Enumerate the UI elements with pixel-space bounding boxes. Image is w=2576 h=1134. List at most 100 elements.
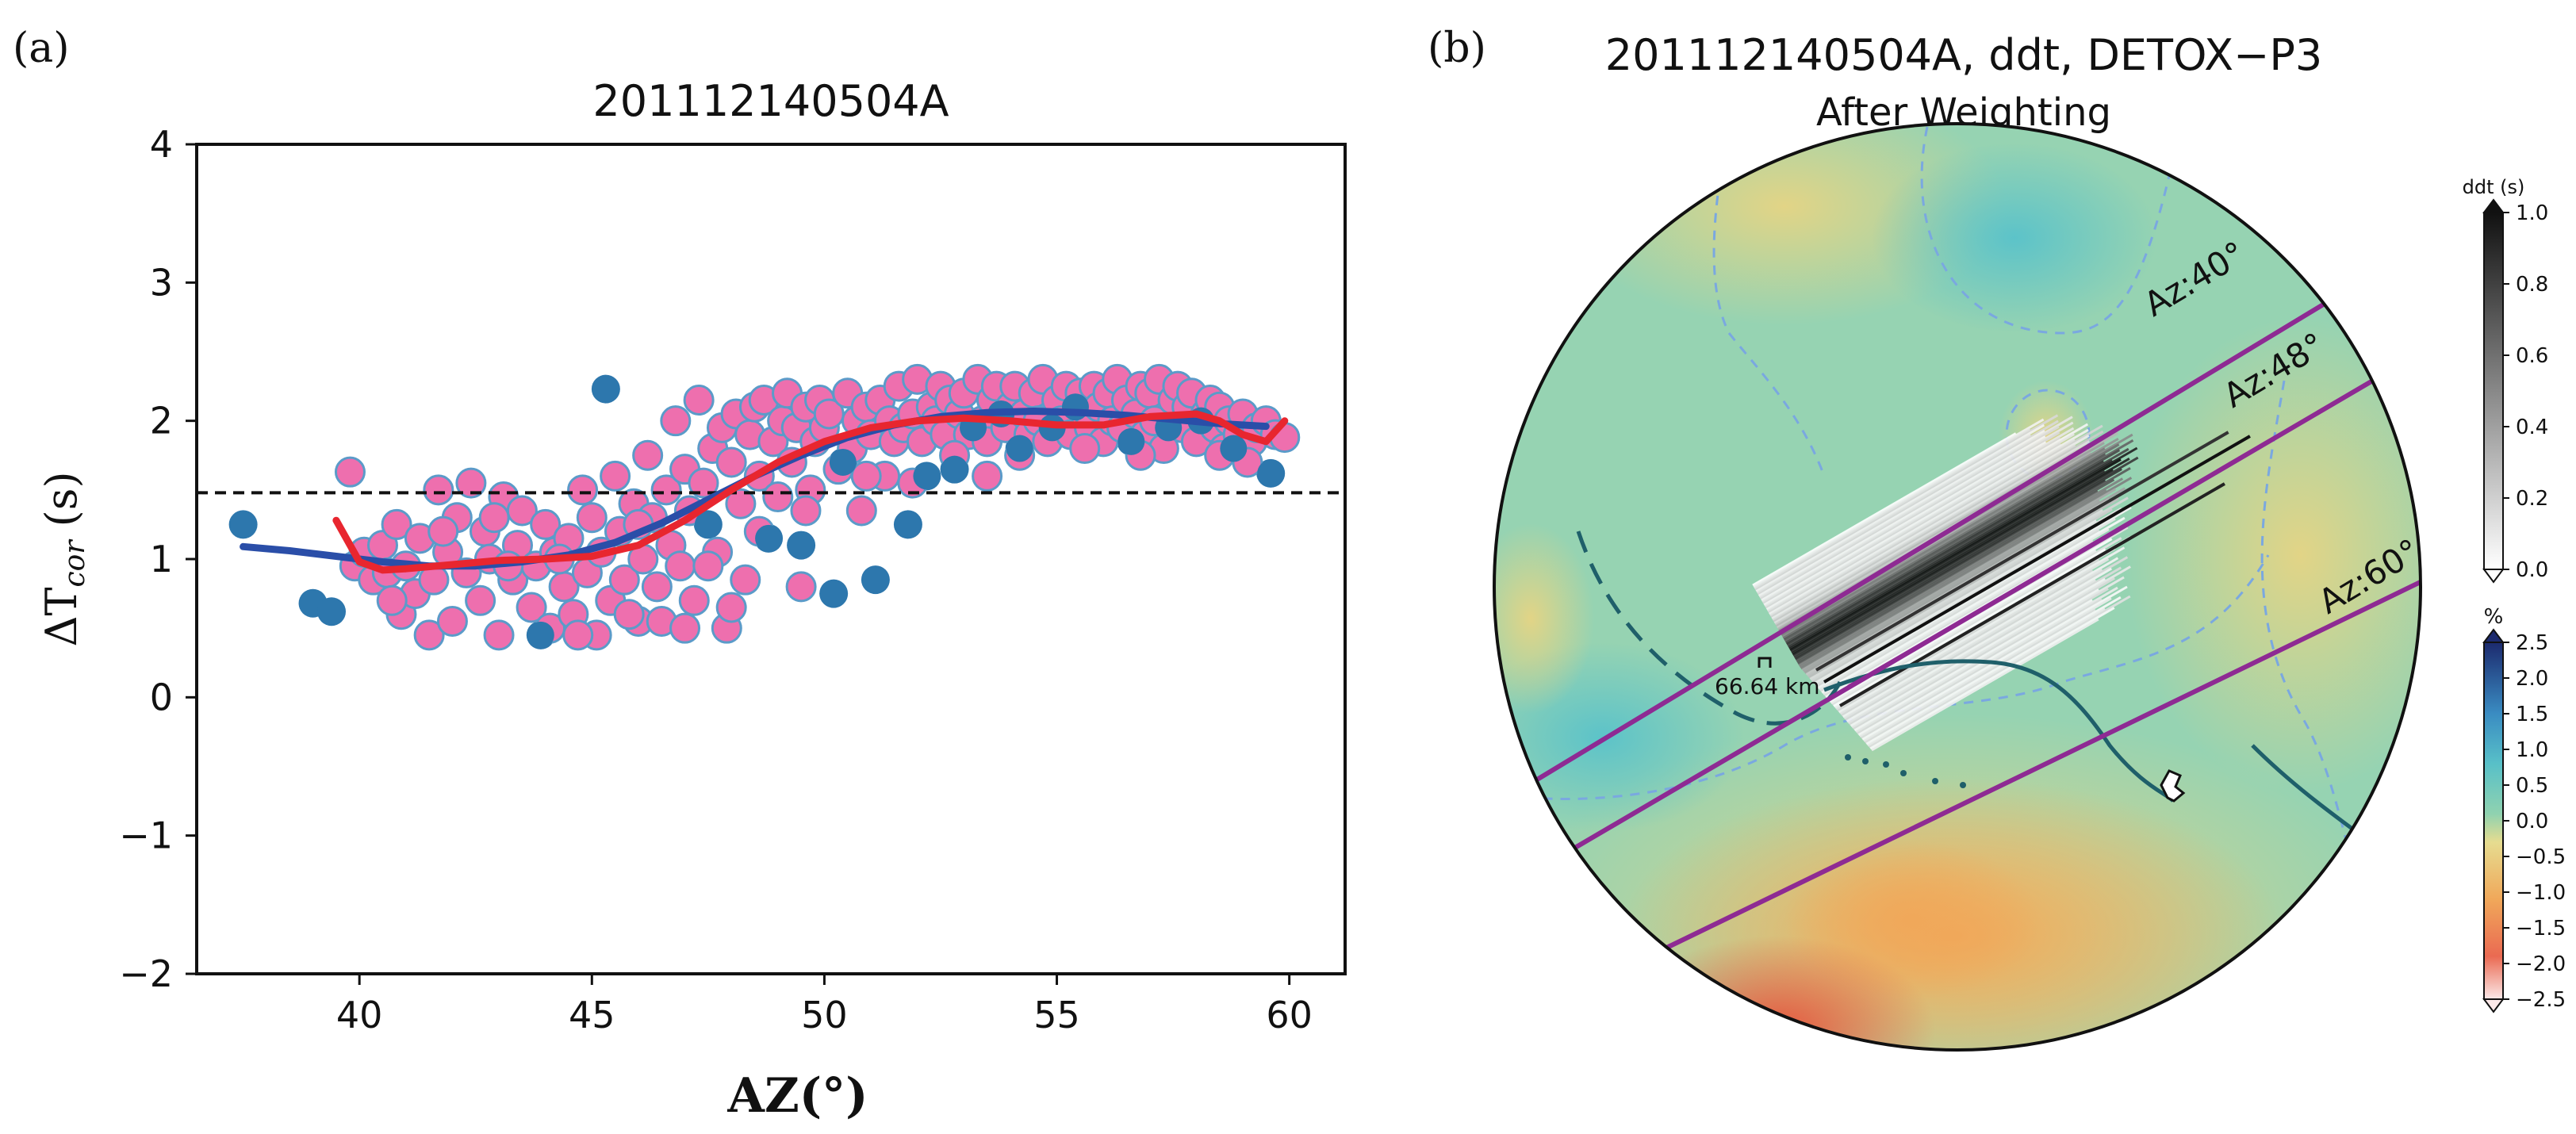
- blue-point-top-11: [1006, 435, 1033, 462]
- x-tick-label-0: 40: [336, 994, 383, 1036]
- x-tick-label-2: 50: [801, 994, 848, 1036]
- ray-path-23: [1772, 444, 2076, 622]
- scale-bar-icon: [1758, 657, 1772, 668]
- y-tick-label-1: −1: [119, 814, 173, 857]
- colorbar-ddt-label-5: 0.0: [2516, 558, 2548, 582]
- ray-path-36: [1783, 453, 2106, 641]
- ray-path-71: [1821, 516, 2126, 694]
- pink-point-22: [483, 619, 515, 651]
- ray-path-94: [1851, 565, 2131, 729]
- ray-path-63: [1811, 496, 2129, 682]
- ray-path-109: [1871, 618, 2099, 752]
- colorbar-pct-label-2: 1.5: [2516, 703, 2548, 726]
- panel-a-label: (a): [13, 25, 70, 72]
- trench-dashed: [1576, 531, 1842, 726]
- pink-point-19: [465, 584, 496, 616]
- ray-path-13: [1763, 441, 2047, 607]
- ray-path-95: [1853, 577, 2115, 730]
- ray-path-73: [1823, 539, 2094, 697]
- pink-point-6: [381, 508, 412, 540]
- ray-path-20: [1769, 439, 2076, 617]
- pink-point-66: [730, 564, 761, 596]
- pink-point-177: [850, 460, 882, 492]
- pink-point-18: [455, 467, 487, 499]
- ray-path-99: [1857, 599, 2093, 737]
- ray-path-24: [1773, 430, 2104, 623]
- ray-path-66: [1815, 507, 2122, 687]
- pink-point-176: [790, 495, 822, 527]
- ray-path-70: [1819, 529, 2100, 692]
- anomaly-red: [1618, 936, 1935, 1050]
- y-tick-label-5: 3: [150, 261, 173, 304]
- trench-solid: [1823, 659, 2175, 803]
- ray-path-103: [1863, 597, 2112, 742]
- x-tick-label-1: 45: [569, 994, 615, 1036]
- ray-path-50: [1796, 467, 2131, 662]
- blue-point-2: [317, 597, 347, 626]
- panel-b: (b) 201112140504A, ddt, DETOX−P3 After W…: [1428, 25, 2566, 1052]
- pink-point-63: [715, 446, 747, 478]
- colorbar-ddt-label-0: 1.0: [2516, 201, 2548, 225]
- colorbar-pct-title: %: [2484, 605, 2504, 629]
- ray-path-101: [1861, 598, 2103, 739]
- ray-path-14: [1764, 427, 2075, 607]
- ray-path-52: [1797, 489, 2099, 665]
- chart-a-plot-area: [197, 363, 1345, 651]
- ray-path-85: [1839, 557, 2110, 715]
- ray-path-43: [1789, 458, 2122, 652]
- colorbar-ddt-title: ddt (s): [2463, 176, 2525, 198]
- ray-path-44: [1790, 469, 2106, 653]
- colorbar-ddt-label-3: 0.4: [2516, 416, 2548, 439]
- island-chain: [1845, 754, 1966, 788]
- pink-point-41: [600, 460, 631, 492]
- colorbar-ddt-max-arrow: [2482, 198, 2505, 213]
- ray-path-12: [1762, 431, 2060, 605]
- ray-path-35: [1782, 443, 2120, 640]
- ray-path-65: [1813, 519, 2097, 685]
- colorbar-pct-label-9: −2.0: [2516, 952, 2566, 976]
- ray-path-48: [1794, 468, 2122, 659]
- pink-point-35: [567, 474, 599, 506]
- colorbar-ddt-label-1: 0.8: [2516, 273, 2548, 297]
- ray-path-61: [1807, 497, 2119, 679]
- ray-path-40: [1787, 447, 2129, 647]
- chart-a-axes: 40 45 50 55 60 −2 −1 0 1 2 3 4: [119, 123, 1313, 1036]
- pink-point-167: [613, 599, 645, 630]
- colorbar-pct-label-1: 2.0: [2516, 667, 2548, 691]
- pink-point-29: [530, 508, 562, 540]
- pink-point-171: [478, 502, 510, 534]
- zero-contour-5: [2260, 380, 2381, 952]
- ray-path-41: [1788, 459, 2113, 649]
- pink-point-43: [608, 564, 640, 596]
- ray-path-56: [1801, 488, 2117, 672]
- ray-path-49: [1795, 479, 2106, 661]
- ray-path-19: [1769, 428, 2089, 615]
- colorbar-pct-label-10: −2.5: [2516, 988, 2566, 1012]
- ray-path-108: [1869, 607, 2115, 750]
- ray-path-42: [1788, 446, 2138, 650]
- chart-a-ylabel: ΔTcor (s): [36, 471, 91, 646]
- ray-path-38: [1785, 449, 2121, 644]
- blue-point-top-16: [1220, 435, 1248, 462]
- ray-path-62: [1809, 509, 2103, 680]
- azimuth-line-40: [1513, 239, 2421, 795]
- pink-point-57: [683, 385, 715, 416]
- blue-point-top-17: [1257, 459, 1285, 487]
- ray-path-32: [1780, 438, 2119, 635]
- pink-point-49: [641, 571, 673, 603]
- colorbar-pct-min-arrow: [2482, 998, 2505, 1013]
- map-boundary-circle: [1493, 122, 2422, 1052]
- ray-path-58: [1804, 487, 2126, 674]
- pink-point-182: [1069, 433, 1101, 465]
- ray-path-97: [1855, 576, 2125, 734]
- y-tick-label-6: 4: [150, 123, 173, 166]
- colorbar-ddt: ddt (s) 1.0 0.8 0.6 0.4 0.2 0.0: [2463, 176, 2548, 584]
- ray-path-5: [1756, 434, 2032, 594]
- pink-point-174: [692, 550, 724, 582]
- ray-path-16: [1765, 423, 2089, 611]
- ray-path-57: [1803, 499, 2101, 672]
- ray-path-104: [1864, 608, 2096, 744]
- ray-path-37: [1784, 439, 2134, 642]
- pink-point-163: [715, 592, 747, 623]
- ray-path-4: [1755, 423, 2045, 592]
